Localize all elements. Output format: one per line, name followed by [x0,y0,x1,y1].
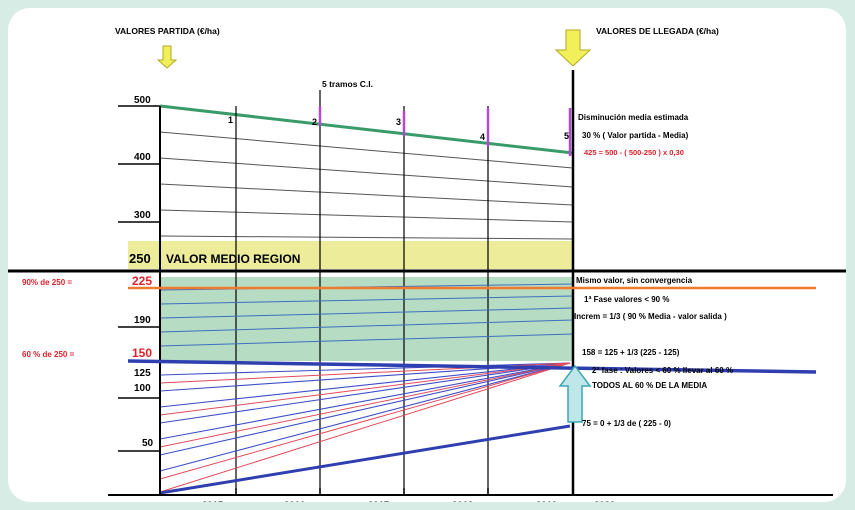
tramos-label: 5 tramos C.I. [322,79,373,89]
note-phase2: 2ª fase : Valores < 60 % llevar al 60 % [592,366,733,375]
tramo-mark-5: 5 [564,131,569,141]
y-tick-lines [118,105,160,452]
note-90-pct: 90% de 250 = [22,278,72,287]
x-tick-2015: 2015 [202,500,224,502]
note-decrease-calc: 425 = 500 - ( 500-250 ) x 0,30 [584,148,684,157]
x-tick-2020: 2020 [594,500,615,502]
band-label: VALOR MEDIO REGION [166,252,300,266]
y-tick-50: 50 [142,438,154,449]
tramo-mark-3: 3 [396,117,401,127]
y-tick-150: 150 [132,346,152,360]
lower-red-fan [159,362,571,493]
x-tick-2017: 2017 [368,500,389,502]
convergence-diagram: VALORES PARTIDA (€/ha) VALORES DE LLEGAD… [8,26,846,502]
right-title: VALORES DE LLEGADA (€/ha) [596,26,719,36]
tramo-marks [318,106,572,156]
tramo-mark-1: 1 [228,115,233,125]
y-tick-100: 100 [134,383,151,394]
green-line-500-425 [159,104,574,155]
line-150-blue [127,359,817,374]
start-arrow-icon [156,45,178,69]
phase1-band [160,277,573,361]
note-phase1-rule: Increm = 1/3 ( 90 % Media - valor salida… [574,312,727,321]
up-arrow-icon [558,364,592,423]
x-tick-2016: 2016 [284,500,305,502]
year-grid-lines [235,90,489,493]
y-tick-500: 500 [134,95,151,106]
tramo-mark-2: 2 [312,117,317,127]
y-tick-400: 400 [134,152,151,163]
note-decrease-title: Disminución media estimada [578,113,689,122]
note-calc-158: 158 = 125 + 1/3 (225 - 125) [582,348,680,357]
blue-line-0-75 [159,424,571,495]
note-60-pct: 60 % de 250 = [22,350,75,359]
x-tick-lines [235,488,574,495]
note-all-60: TODOS AL 60 % DE LA MEDIA [592,381,707,390]
note-same-value: Mismo valor, sin convergencia [576,276,693,285]
left-title: VALORES PARTIDA (€/ha) [115,26,220,36]
x-tick-2019: 2019 [536,500,557,502]
y-tick-300: 300 [134,210,151,221]
y-tick-190: 190 [134,315,151,326]
y-tick-225: 225 [132,274,152,288]
note-calc-75: 75 = 0 + 1/3 de ( 225 - 0) [582,419,671,428]
note-decrease-rule: 30 % ( Valor partida - Media) [582,131,689,140]
arrival-arrow-icon [554,29,592,67]
upper-fan-lines [159,131,574,240]
tramo-mark-4: 4 [480,132,485,142]
diagram-frame: VALORES PARTIDA (€/ha) VALORES DE LLEGAD… [8,8,846,502]
y-tick-125: 125 [134,368,151,379]
y-tick-250: 250 [129,251,151,266]
valor-medio-band [128,241,573,269]
x-tick-2018: 2018 [452,500,473,502]
note-phase1: 1ª Fase valores < 90 % [584,295,669,304]
lower-blue-fan [159,362,571,472]
